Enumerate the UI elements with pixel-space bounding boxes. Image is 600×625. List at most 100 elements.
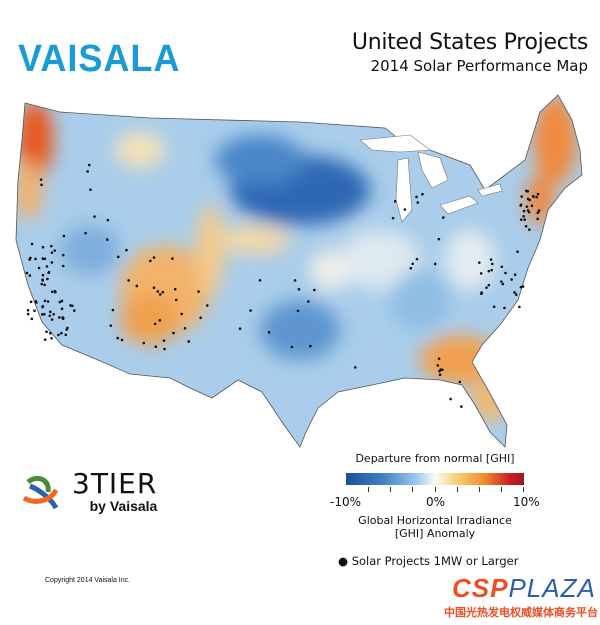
solar-project-marker <box>437 357 441 360</box>
solar-project-marker <box>61 264 65 268</box>
solar-project-marker <box>50 251 54 254</box>
solar-project-marker <box>60 299 64 303</box>
solar-project-marker <box>152 256 156 259</box>
solar-project-marker <box>409 266 413 270</box>
solar-project-marker <box>293 279 297 282</box>
solar-project-marker <box>516 250 519 254</box>
solar-project-marker <box>34 257 37 261</box>
solar-project-marker <box>490 268 493 272</box>
solar-project-marker <box>528 228 531 231</box>
legend-title: Departure from normal [GHI] <box>355 452 515 465</box>
solar-project-marker <box>458 380 462 384</box>
solar-project-marker <box>28 274 32 277</box>
solar-project-marker <box>25 271 29 275</box>
partner-tagline: by Vaisala <box>89 498 158 514</box>
solar-project-marker <box>46 277 49 281</box>
solar-project-marker <box>89 188 92 191</box>
solar-project-marker <box>504 271 507 275</box>
solar-project-marker <box>521 285 525 288</box>
partner-name: 3TIER <box>72 467 158 500</box>
solar-project-marker <box>520 195 524 198</box>
marker-legend: ● Solar Projects 1MW or Larger <box>338 554 519 568</box>
solar-project-marker <box>60 331 63 335</box>
anomaly-region <box>420 335 500 385</box>
solar-project-marker <box>249 309 252 312</box>
solar-project-marker <box>313 288 316 292</box>
solar-project-marker <box>135 284 139 288</box>
tick-max: 10% <box>513 495 540 509</box>
solar-project-marker <box>30 242 34 246</box>
anomaly-region <box>390 270 450 330</box>
solar-project-marker <box>500 265 504 269</box>
solar-project-marker <box>86 170 89 173</box>
solar-project-marker <box>50 318 54 321</box>
solar-project-marker <box>154 345 158 349</box>
anomaly-region <box>533 95 577 185</box>
solar-project-marker <box>415 195 418 199</box>
solar-project-marker <box>30 317 34 321</box>
solar-project-marker <box>519 204 523 207</box>
solar-project-marker <box>49 244 53 248</box>
solar-project-marker <box>479 272 483 275</box>
solar-project-marker <box>40 183 43 187</box>
anomaly-field <box>16 95 582 447</box>
solar-project-marker <box>46 300 50 303</box>
solar-project-marker <box>48 331 52 335</box>
solar-project-marker <box>532 195 535 199</box>
solar-project-marker <box>460 405 463 408</box>
solar-project-marker <box>513 273 517 277</box>
solar-project-marker <box>41 278 44 281</box>
solar-project-marker <box>290 345 294 349</box>
solar-project-marker <box>41 304 45 308</box>
solar-project-marker <box>536 217 539 221</box>
solar-project-marker <box>183 326 187 330</box>
solar-project-marker <box>47 270 51 274</box>
anomaly-region <box>445 230 495 290</box>
solar-project-marker <box>441 216 445 219</box>
solar-project-marker <box>487 283 491 287</box>
solar-project-marker <box>500 280 503 283</box>
color-scale-bar <box>346 473 524 485</box>
3tier-logo: 3TIER by Vaisala <box>20 470 157 514</box>
solar-project-marker <box>416 201 420 204</box>
solar-project-marker <box>536 211 540 215</box>
color-legend: Departure from normal [GHI] -10% 0% 10% … <box>330 452 540 540</box>
solar-project-marker <box>501 282 505 286</box>
solar-project-marker <box>297 288 301 291</box>
solar-project-marker <box>510 278 513 281</box>
3tier-swirl-icon <box>22 475 59 510</box>
solar-project-marker <box>307 300 310 303</box>
solar-project-marker <box>62 234 66 238</box>
solar-project-marker <box>43 299 47 303</box>
solar-project-marker <box>433 262 437 266</box>
solar-project-marker <box>26 312 30 316</box>
solar-project-marker <box>87 163 91 167</box>
solar-project-marker <box>518 305 521 309</box>
us-ghi-anomaly-map <box>15 94 583 448</box>
solar-project-marker <box>524 225 528 228</box>
legend-caption-1: Global Horizontal Irradiance <box>358 514 512 527</box>
solar-project-marker <box>43 338 47 341</box>
solar-project-marker <box>180 312 183 316</box>
solar-project-marker <box>149 259 152 263</box>
anomaly-region <box>215 135 305 185</box>
solar-project-marker <box>503 306 506 310</box>
solar-project-marker <box>106 218 110 222</box>
solar-project-marker <box>29 300 33 304</box>
solar-project-marker <box>480 291 483 294</box>
solar-project-marker <box>45 330 48 334</box>
solar-project-marker <box>109 324 113 327</box>
solar-project-marker <box>522 215 525 218</box>
solar-project-marker <box>93 215 96 218</box>
csp-plaza-watermark: CSPPLAZA <box>452 573 596 603</box>
solar-project-marker <box>61 253 65 257</box>
solar-project-marker <box>58 316 61 319</box>
solar-project-marker <box>296 309 300 313</box>
solar-project-marker <box>391 216 395 220</box>
solar-project-markers <box>25 163 541 408</box>
title-block: United States Projects 2014 Solar Perfor… <box>352 30 588 75</box>
anomaly-region <box>196 205 224 295</box>
solar-project-marker <box>40 313 44 316</box>
solar-project-marker <box>526 197 530 201</box>
